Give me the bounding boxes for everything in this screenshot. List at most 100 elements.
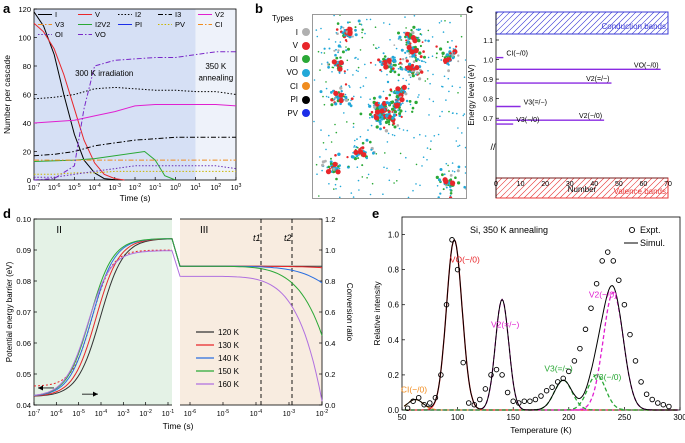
atom bbox=[389, 65, 392, 69]
series-line-I2V2 bbox=[33, 150, 176, 181]
atom bbox=[385, 96, 388, 100]
scattered-atom bbox=[330, 141, 333, 143]
scattered-atom bbox=[369, 117, 371, 119]
atom bbox=[411, 74, 415, 78]
cb-hatch bbox=[517, 12, 541, 34]
scattered-atom bbox=[395, 47, 398, 50]
scattered-atom bbox=[419, 184, 421, 187]
atom bbox=[335, 48, 337, 51]
scattered-atom bbox=[317, 50, 320, 53]
scattered-atom bbox=[451, 85, 454, 87]
scattered-atom bbox=[451, 170, 454, 172]
scattered-atom bbox=[334, 41, 337, 43]
series-line-V2 bbox=[33, 104, 237, 124]
y-tick-label-c: 0.7 bbox=[483, 116, 493, 123]
atom bbox=[405, 43, 408, 46]
y-tick-label-a: 40 bbox=[23, 119, 31, 128]
scattered-atom bbox=[426, 159, 428, 161]
atom bbox=[371, 115, 374, 119]
atom bbox=[394, 63, 397, 67]
scattered-atom bbox=[464, 172, 466, 174]
scattered-atom bbox=[320, 51, 323, 54]
scattered-atom bbox=[445, 99, 447, 101]
x-tick-label-c: 0 bbox=[494, 181, 498, 188]
vb-hatch bbox=[571, 178, 593, 198]
atom bbox=[440, 59, 443, 61]
scattered-atom bbox=[409, 76, 412, 79]
atom bbox=[344, 95, 348, 99]
scattered-atom bbox=[322, 142, 325, 144]
atom bbox=[411, 106, 415, 110]
scattered-atom bbox=[398, 108, 401, 111]
atom bbox=[389, 88, 393, 91]
atom bbox=[334, 154, 337, 157]
scattered-atom bbox=[331, 71, 333, 73]
cb-hatch bbox=[499, 12, 523, 34]
atom bbox=[378, 60, 382, 64]
type-label: CI bbox=[290, 81, 298, 91]
experiment-point bbox=[560, 375, 566, 382]
scattered-atom bbox=[435, 56, 438, 59]
y-tick-label-d: 0.08 bbox=[16, 277, 31, 286]
atom bbox=[370, 148, 373, 151]
scattered-atom bbox=[429, 148, 432, 150]
atom bbox=[396, 124, 400, 127]
atom bbox=[337, 152, 341, 156]
scattered-atom bbox=[344, 93, 347, 96]
atom bbox=[439, 192, 442, 195]
experiment-point bbox=[660, 401, 667, 408]
vacancy-atom bbox=[386, 58, 392, 64]
experiment-point bbox=[554, 379, 561, 385]
vacancy-atom bbox=[338, 60, 344, 66]
atom bbox=[344, 72, 346, 74]
axis-break-gap bbox=[172, 217, 180, 407]
experiment-point bbox=[577, 345, 583, 352]
vacancy-atom bbox=[410, 35, 416, 41]
peak-label: V3(=/−) bbox=[544, 363, 573, 373]
level-label: V3(=/−) bbox=[524, 99, 547, 106]
atom bbox=[449, 196, 453, 198]
atom bbox=[365, 138, 369, 142]
atom bbox=[335, 177, 338, 181]
panel-letter-a: a bbox=[3, 1, 11, 16]
vb-hatch bbox=[577, 178, 599, 198]
vacancy-atom bbox=[332, 161, 338, 167]
scattered-atom bbox=[402, 77, 404, 80]
atom bbox=[392, 122, 396, 125]
cb-hatch bbox=[496, 12, 517, 33]
scattered-atom bbox=[422, 156, 425, 158]
x-tick-label-a: 100 bbox=[170, 183, 181, 192]
left-axis-arrowhead bbox=[38, 385, 43, 391]
atom bbox=[439, 168, 443, 171]
scattered-atom bbox=[318, 195, 320, 197]
vb-hatch bbox=[547, 178, 569, 198]
x-tick-label-d: 10-5 bbox=[217, 409, 230, 418]
barrier-curve bbox=[33, 249, 173, 387]
scattered-atom bbox=[396, 180, 398, 182]
atom bbox=[405, 41, 408, 44]
cb-hatch bbox=[496, 12, 499, 15]
atom bbox=[328, 47, 331, 50]
experiment-point bbox=[454, 266, 461, 273]
atom bbox=[435, 175, 439, 179]
y2-tick-label-d: 1.2 bbox=[325, 215, 335, 224]
y-tick-label-d: 0.09 bbox=[16, 246, 31, 255]
y-tick-label-c: 1.1 bbox=[483, 38, 493, 45]
experiment-point bbox=[638, 379, 644, 385]
atom bbox=[449, 174, 453, 177]
atom bbox=[341, 50, 345, 54]
scattered-atom bbox=[367, 103, 370, 106]
scattered-atom bbox=[345, 46, 347, 48]
atom bbox=[454, 176, 457, 179]
scattered-atom bbox=[370, 124, 373, 127]
atom bbox=[388, 123, 391, 126]
scattered-atom bbox=[441, 55, 444, 57]
scattered-atom bbox=[412, 189, 414, 192]
scattered-atom bbox=[365, 76, 367, 79]
vb-hatch bbox=[565, 178, 587, 198]
scattered-atom bbox=[388, 179, 391, 182]
x-tick-label-e: 200 bbox=[562, 413, 576, 422]
experiment-point bbox=[666, 403, 672, 410]
atom bbox=[354, 26, 357, 29]
atom bbox=[413, 45, 417, 49]
